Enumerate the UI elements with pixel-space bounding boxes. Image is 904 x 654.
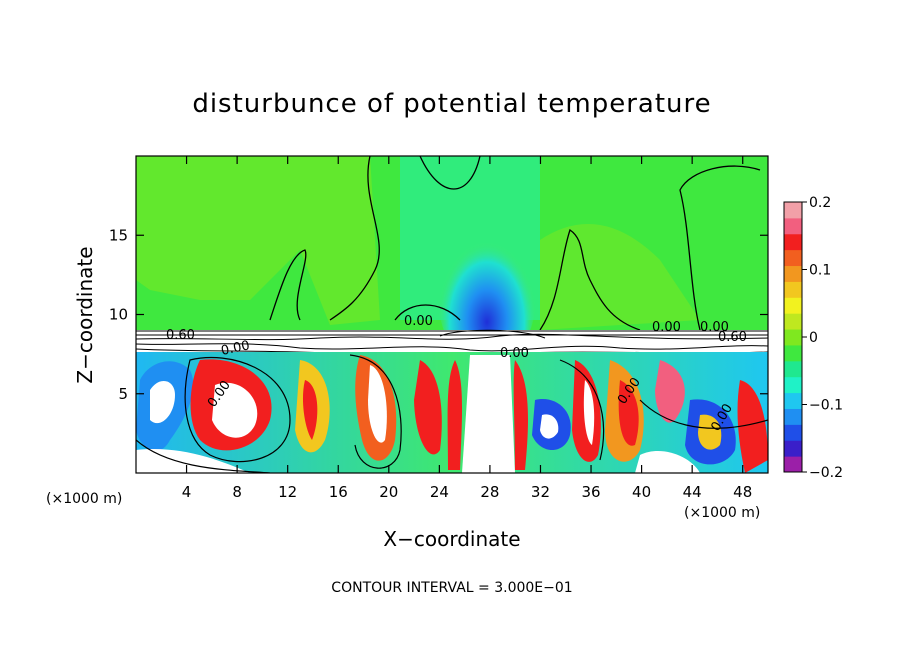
colorbar-tick-label: −0.2: [809, 465, 843, 481]
heatmap-field: [136, 156, 768, 473]
chart-title: disturbunce of potential temperature: [192, 89, 711, 119]
x-tick-label: 8: [232, 483, 242, 501]
colorbar-swatch: [784, 456, 802, 473]
x-unit-label-right: (×1000 m): [684, 505, 760, 521]
x-tick-label: 24: [430, 483, 449, 501]
x-tick-label: 12: [278, 483, 297, 501]
colorbar-swatch: [784, 281, 802, 298]
x-tick-label: 44: [683, 483, 702, 501]
y-tick-label: 10: [109, 306, 128, 324]
contour-label: 0.00: [652, 320, 681, 335]
upper-light-patch-right: [540, 224, 700, 330]
x-tick-label: 20: [379, 483, 398, 501]
contour-label: 0.00: [700, 320, 729, 335]
colorbar-swatch: [784, 360, 802, 378]
footer-contour-interval: CONTOUR INTERVAL = 3.000E−01: [331, 580, 572, 596]
x-tick-label: 40: [632, 483, 651, 501]
x-tick-label: 32: [531, 483, 550, 501]
colorbar-swatch: [784, 233, 802, 251]
colorbar-swatch: [784, 265, 802, 282]
x-tick-label: 16: [329, 483, 348, 501]
contour-label: 0.60: [718, 330, 747, 345]
colorbar-swatch: [784, 376, 802, 394]
colorbar-swatch: [784, 202, 802, 219]
colorbar-tick-label: 0.2: [809, 195, 831, 211]
colorbar-tick-label: −0.1: [809, 398, 843, 414]
contour-label: 0.00: [500, 346, 529, 361]
contour-label: 0.60: [166, 328, 195, 343]
colorbar-swatch: [784, 329, 802, 346]
colorbar-swatch: [784, 440, 802, 457]
colorbar-tick-label: 0: [809, 330, 818, 346]
colorbar: 0.2 0.1 0 −0.1 −0.2: [783, 195, 843, 481]
x-axis: 4 8 12 16 20 24 28 32 36 40 44 48: [182, 156, 752, 501]
y-axis: 5 10 15: [109, 226, 768, 403]
x-tick-label: 28: [480, 483, 499, 501]
colorbar-swatch: [784, 249, 802, 267]
lower-contours: [136, 354, 768, 473]
x-tick-label: 48: [733, 483, 752, 501]
colorbar-swatch: [784, 424, 802, 441]
x-tick-label: 4: [182, 483, 192, 501]
upper-light-patch: [136, 156, 380, 325]
y-tick-label: 15: [109, 226, 128, 244]
contour-line: [329, 156, 380, 321]
colorbar-tick-label: 0.1: [809, 263, 831, 279]
colorbar-swatch: [784, 217, 802, 235]
colorbar-swatch: [784, 297, 802, 314]
contour-line: [394, 304, 461, 321]
x-tick-label: 36: [581, 483, 600, 501]
colorbar-swatch: [784, 313, 802, 330]
colorbar-swatch: [784, 408, 802, 425]
contour-line: [419, 156, 481, 190]
contour-line: [679, 165, 761, 331]
contour-line: [539, 228, 641, 331]
colorbar-swatch: [784, 344, 802, 362]
y-axis-label: Z−coordinate: [73, 246, 97, 383]
y-tick-label: 5: [118, 385, 128, 403]
contour-line: [269, 249, 307, 321]
x-unit-label-left: (×1000 m): [46, 491, 122, 507]
contour-label: 0.00: [220, 338, 251, 359]
contour-label: 0.00: [404, 314, 433, 329]
x-axis-label: X−coordinate: [383, 527, 520, 551]
colorbar-swatch: [784, 392, 802, 409]
lower-eddies: [136, 355, 768, 473]
